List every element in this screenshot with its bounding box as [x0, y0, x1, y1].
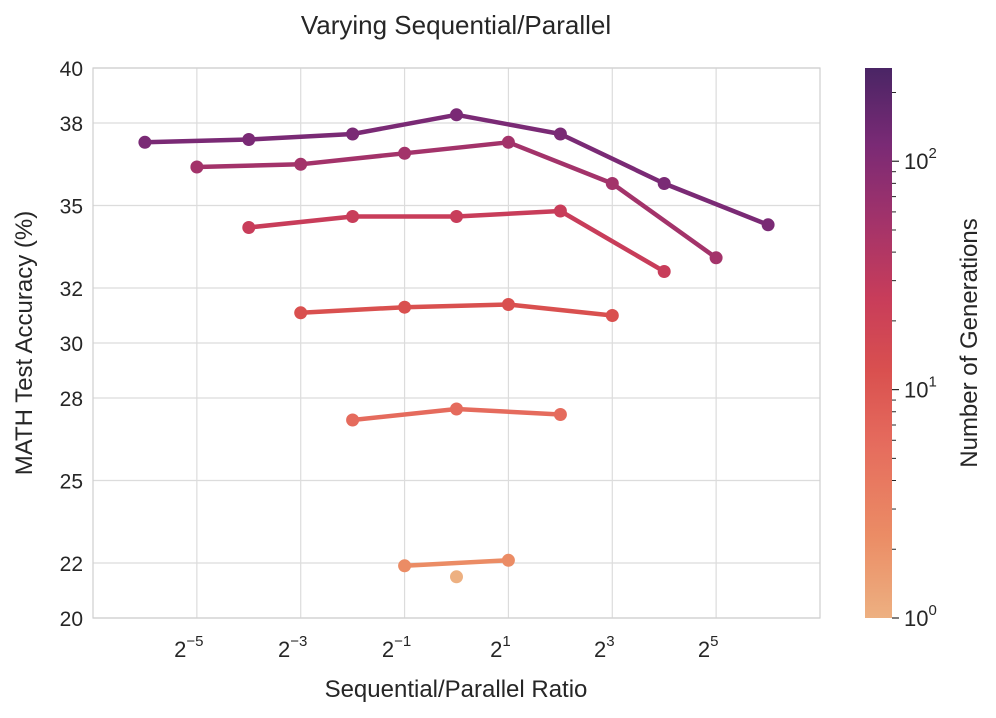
y-tick-label: 30 [60, 333, 83, 356]
series-4-generations [346, 402, 567, 427]
data-point [450, 108, 463, 122]
x-tick-label: 23 [594, 633, 615, 662]
series-16-generations [242, 204, 671, 278]
y-tick-label: 20 [60, 608, 83, 631]
data-point [501, 298, 515, 311]
data-point [605, 309, 619, 322]
data-point [553, 204, 567, 218]
series [138, 108, 775, 584]
y-tick-label: 25 [60, 471, 83, 494]
series-8-generations [294, 298, 619, 322]
series-line [402, 558, 511, 569]
series-2-generations [398, 553, 515, 573]
x-axis-label: Sequential/Parallel Ratio [325, 676, 588, 703]
chart-title: Varying Sequential/Parallel [301, 10, 611, 40]
data-point [346, 413, 360, 427]
y-axis-label: MATH Test Accuracy (%) [11, 211, 38, 476]
data-point [190, 160, 204, 174]
data-point [398, 300, 412, 314]
data-point [761, 218, 775, 232]
y-tick-label: 38 [60, 113, 83, 136]
x-tick-label: 2−3 [278, 633, 307, 662]
data-point [605, 177, 619, 190]
series-line [298, 302, 615, 318]
data-point [657, 177, 671, 190]
series-line [194, 140, 719, 261]
data-point [242, 133, 256, 146]
data-point [657, 265, 671, 278]
y-tick-label: 32 [60, 278, 83, 301]
colorbar [865, 68, 892, 618]
data-point [294, 157, 308, 171]
data-point [242, 221, 256, 234]
grid [93, 67, 820, 619]
x-tick-label: 2−1 [382, 633, 411, 662]
data-point [501, 135, 515, 149]
colorbar-tick-label: 101 [904, 374, 937, 403]
data-point [553, 408, 567, 421]
x-ticks: 2−5 2−3 2−1 21 23 25 [174, 633, 718, 662]
data-point [450, 402, 463, 416]
data-point [346, 210, 360, 223]
y-tick-label: 22 [60, 553, 83, 576]
y-tick-label: 28 [60, 388, 83, 411]
data-point [501, 553, 515, 567]
data-point [553, 127, 567, 141]
colorbar-tick-label: 100 [904, 602, 937, 631]
series-32-generations [190, 135, 723, 265]
series-line [142, 112, 771, 228]
data-point [398, 146, 412, 160]
x-tick-label: 2−5 [174, 633, 203, 662]
x-tick-label: 25 [698, 633, 719, 662]
y-tick-label: 35 [60, 196, 83, 219]
data-point [398, 559, 412, 573]
x-tick-label: 21 [490, 633, 511, 662]
data-point [138, 135, 152, 149]
series-64-generations [138, 108, 775, 232]
colorbar-tick-label: 102 [904, 145, 937, 174]
colorbar-ticks: 100 101 102 [892, 91, 937, 631]
y-ticks: 20 22 25 28 30 32 35 38 40 [60, 58, 83, 631]
series-1-generations [450, 570, 463, 584]
y-tick-label: 40 [60, 58, 83, 81]
data-point [709, 251, 723, 265]
data-point [294, 306, 308, 320]
data-point [346, 127, 360, 141]
plot-frame [92, 67, 821, 619]
data-point [450, 210, 463, 223]
colorbar-label: Number of Generations [956, 218, 983, 467]
data-point [450, 570, 463, 584]
